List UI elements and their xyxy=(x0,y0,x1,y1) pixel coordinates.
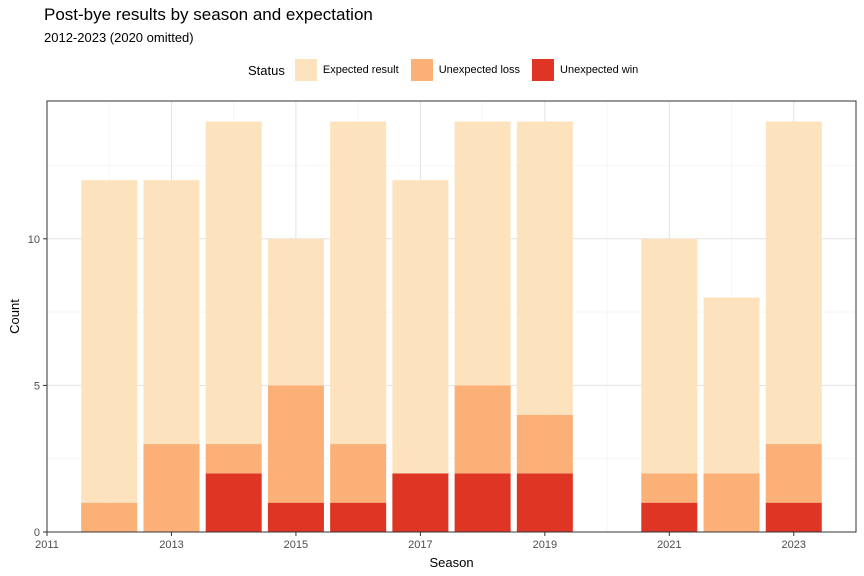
bar-unexpected-loss-2015 xyxy=(267,385,324,503)
x-tick-label: 2023 xyxy=(782,539,806,551)
y-tick-label: 5 xyxy=(34,380,40,392)
legend-label-unexpected-loss: Unexpected loss xyxy=(438,64,521,76)
bar-unexpected-win-2018 xyxy=(454,473,511,532)
bar-unexpected-win-2015 xyxy=(267,502,324,532)
legend-label-expected-result: Expected result xyxy=(322,64,399,76)
bar-unexpected-win-2023 xyxy=(765,502,822,532)
legend-title: Status xyxy=(248,62,285,78)
bar-expected-result-2015 xyxy=(267,238,324,386)
bar-unexpected-loss-2018 xyxy=(454,385,511,474)
bar-expected-result-2018 xyxy=(454,121,511,386)
x-tick-label: 2017 xyxy=(408,539,432,551)
bar-unexpected-loss-2016 xyxy=(330,444,387,503)
bar-expected-result-2016 xyxy=(330,121,387,445)
bar-unexpected-loss-2023 xyxy=(765,444,822,503)
x-tick-label: 2019 xyxy=(533,539,557,551)
bar-unexpected-loss-2012 xyxy=(81,502,138,532)
bar-unexpected-win-2019 xyxy=(516,473,573,532)
x-tick-label: 2011 xyxy=(35,539,59,551)
bar-unexpected-win-2014 xyxy=(205,473,262,532)
bar-unexpected-loss-2014 xyxy=(205,444,262,474)
bar-unexpected-loss-2013 xyxy=(143,444,200,532)
x-tick-label: 2013 xyxy=(159,539,183,551)
legend-swatch-unexpected-win xyxy=(532,59,555,81)
chart-subtitle: 2012-2023 (2020 omitted) xyxy=(44,30,194,45)
bar-unexpected-win-2021 xyxy=(641,502,698,532)
x-tick-label: 2015 xyxy=(284,539,308,551)
bar-expected-result-2023 xyxy=(765,121,822,445)
bar-unexpected-loss-2022 xyxy=(703,473,760,532)
y-axis-title: Count xyxy=(7,299,22,334)
bar-expected-result-2017 xyxy=(392,180,449,474)
bar-unexpected-win-2017 xyxy=(392,473,449,532)
legend-item-expected-result: Expected result xyxy=(294,59,399,81)
bar-expected-result-2021 xyxy=(641,238,698,474)
legend-swatch-unexpected-loss xyxy=(410,59,433,81)
x-axis-title: Season xyxy=(429,555,473,570)
plot-border xyxy=(46,100,857,533)
chart-title: Post-bye results by season and expectati… xyxy=(44,5,373,24)
legend-item-unexpected-loss: Unexpected loss xyxy=(410,59,521,81)
bar-expected-result-2013 xyxy=(143,180,200,445)
legend: Status Expected result Unexpected loss U… xyxy=(248,59,650,81)
legend-swatch-expected-result xyxy=(294,59,317,81)
bar-unexpected-win-2016 xyxy=(330,502,387,532)
bar-expected-result-2014 xyxy=(205,121,262,445)
y-tick-label: 10 xyxy=(28,234,40,246)
bar-unexpected-loss-2021 xyxy=(641,473,698,503)
bar-unexpected-loss-2019 xyxy=(516,414,573,474)
legend-label-unexpected-win: Unexpected win xyxy=(560,64,639,76)
x-tick-label: 2021 xyxy=(657,539,681,551)
legend-item-unexpected-win: Unexpected win xyxy=(532,59,638,81)
bar-expected-result-2022 xyxy=(703,297,760,474)
bar-expected-result-2012 xyxy=(81,180,138,503)
bar-expected-result-2019 xyxy=(516,121,573,415)
y-tick-label: 0 xyxy=(34,527,40,539)
